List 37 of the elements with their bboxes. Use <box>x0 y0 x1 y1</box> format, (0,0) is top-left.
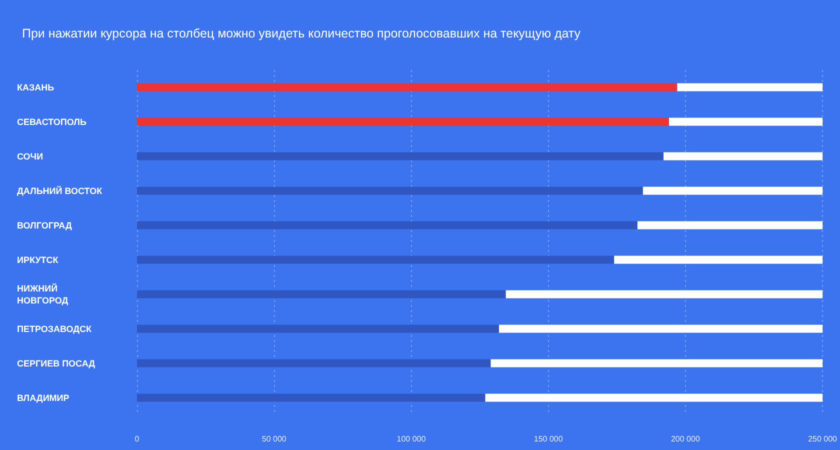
bar <box>137 118 669 126</box>
bar <box>506 290 823 298</box>
bar <box>677 83 823 92</box>
bar <box>137 324 499 333</box>
bar <box>137 186 643 195</box>
bar <box>137 221 638 230</box>
bar <box>498 324 823 333</box>
y-tick-label: ДАЛЬНИЙ ВОСТОК <box>17 184 103 196</box>
bar <box>137 152 664 160</box>
y-tick-label: ИРКУТСК <box>17 254 59 265</box>
bar <box>137 83 678 92</box>
bar <box>137 359 491 368</box>
bar <box>137 290 506 298</box>
bar <box>637 221 823 230</box>
bar <box>663 152 823 160</box>
bar <box>642 186 823 195</box>
x-tick-label: 0 <box>134 434 140 444</box>
x-tick-label: 150 000 <box>534 434 564 444</box>
x-tick-label: 50 000 <box>262 434 287 444</box>
bar <box>137 394 486 402</box>
x-tick-label: 250 000 <box>808 434 838 444</box>
y-tick-label: ВЛАДИМИР <box>17 392 70 403</box>
y-tick-label: СЕРГИЕВ ПОСАД <box>17 358 96 368</box>
x-tick-label: 100 000 <box>396 434 426 444</box>
x-tick-label: 200 000 <box>670 434 700 444</box>
y-tick-label: ПЕТРОЗАВОДСК <box>17 324 92 334</box>
chart-title: При нажатии курсора на столбец можно увидеть количество проголосовавших на текущую дату <box>22 26 582 40</box>
y-tick-label: СОЧИ <box>17 151 44 162</box>
bar <box>668 118 823 126</box>
y-tick-label: НИЖНИЙ НОВГОРОД <box>17 282 69 306</box>
y-tick-label: СЕВАСТОПОЛЬ <box>17 116 87 127</box>
bar <box>485 394 823 402</box>
bar <box>614 256 823 264</box>
bar <box>490 359 823 368</box>
y-tick-label: ВОЛГОГРАД <box>17 220 72 230</box>
y-tick-label: КАЗАНЬ <box>17 82 55 92</box>
bar <box>137 256 614 264</box>
